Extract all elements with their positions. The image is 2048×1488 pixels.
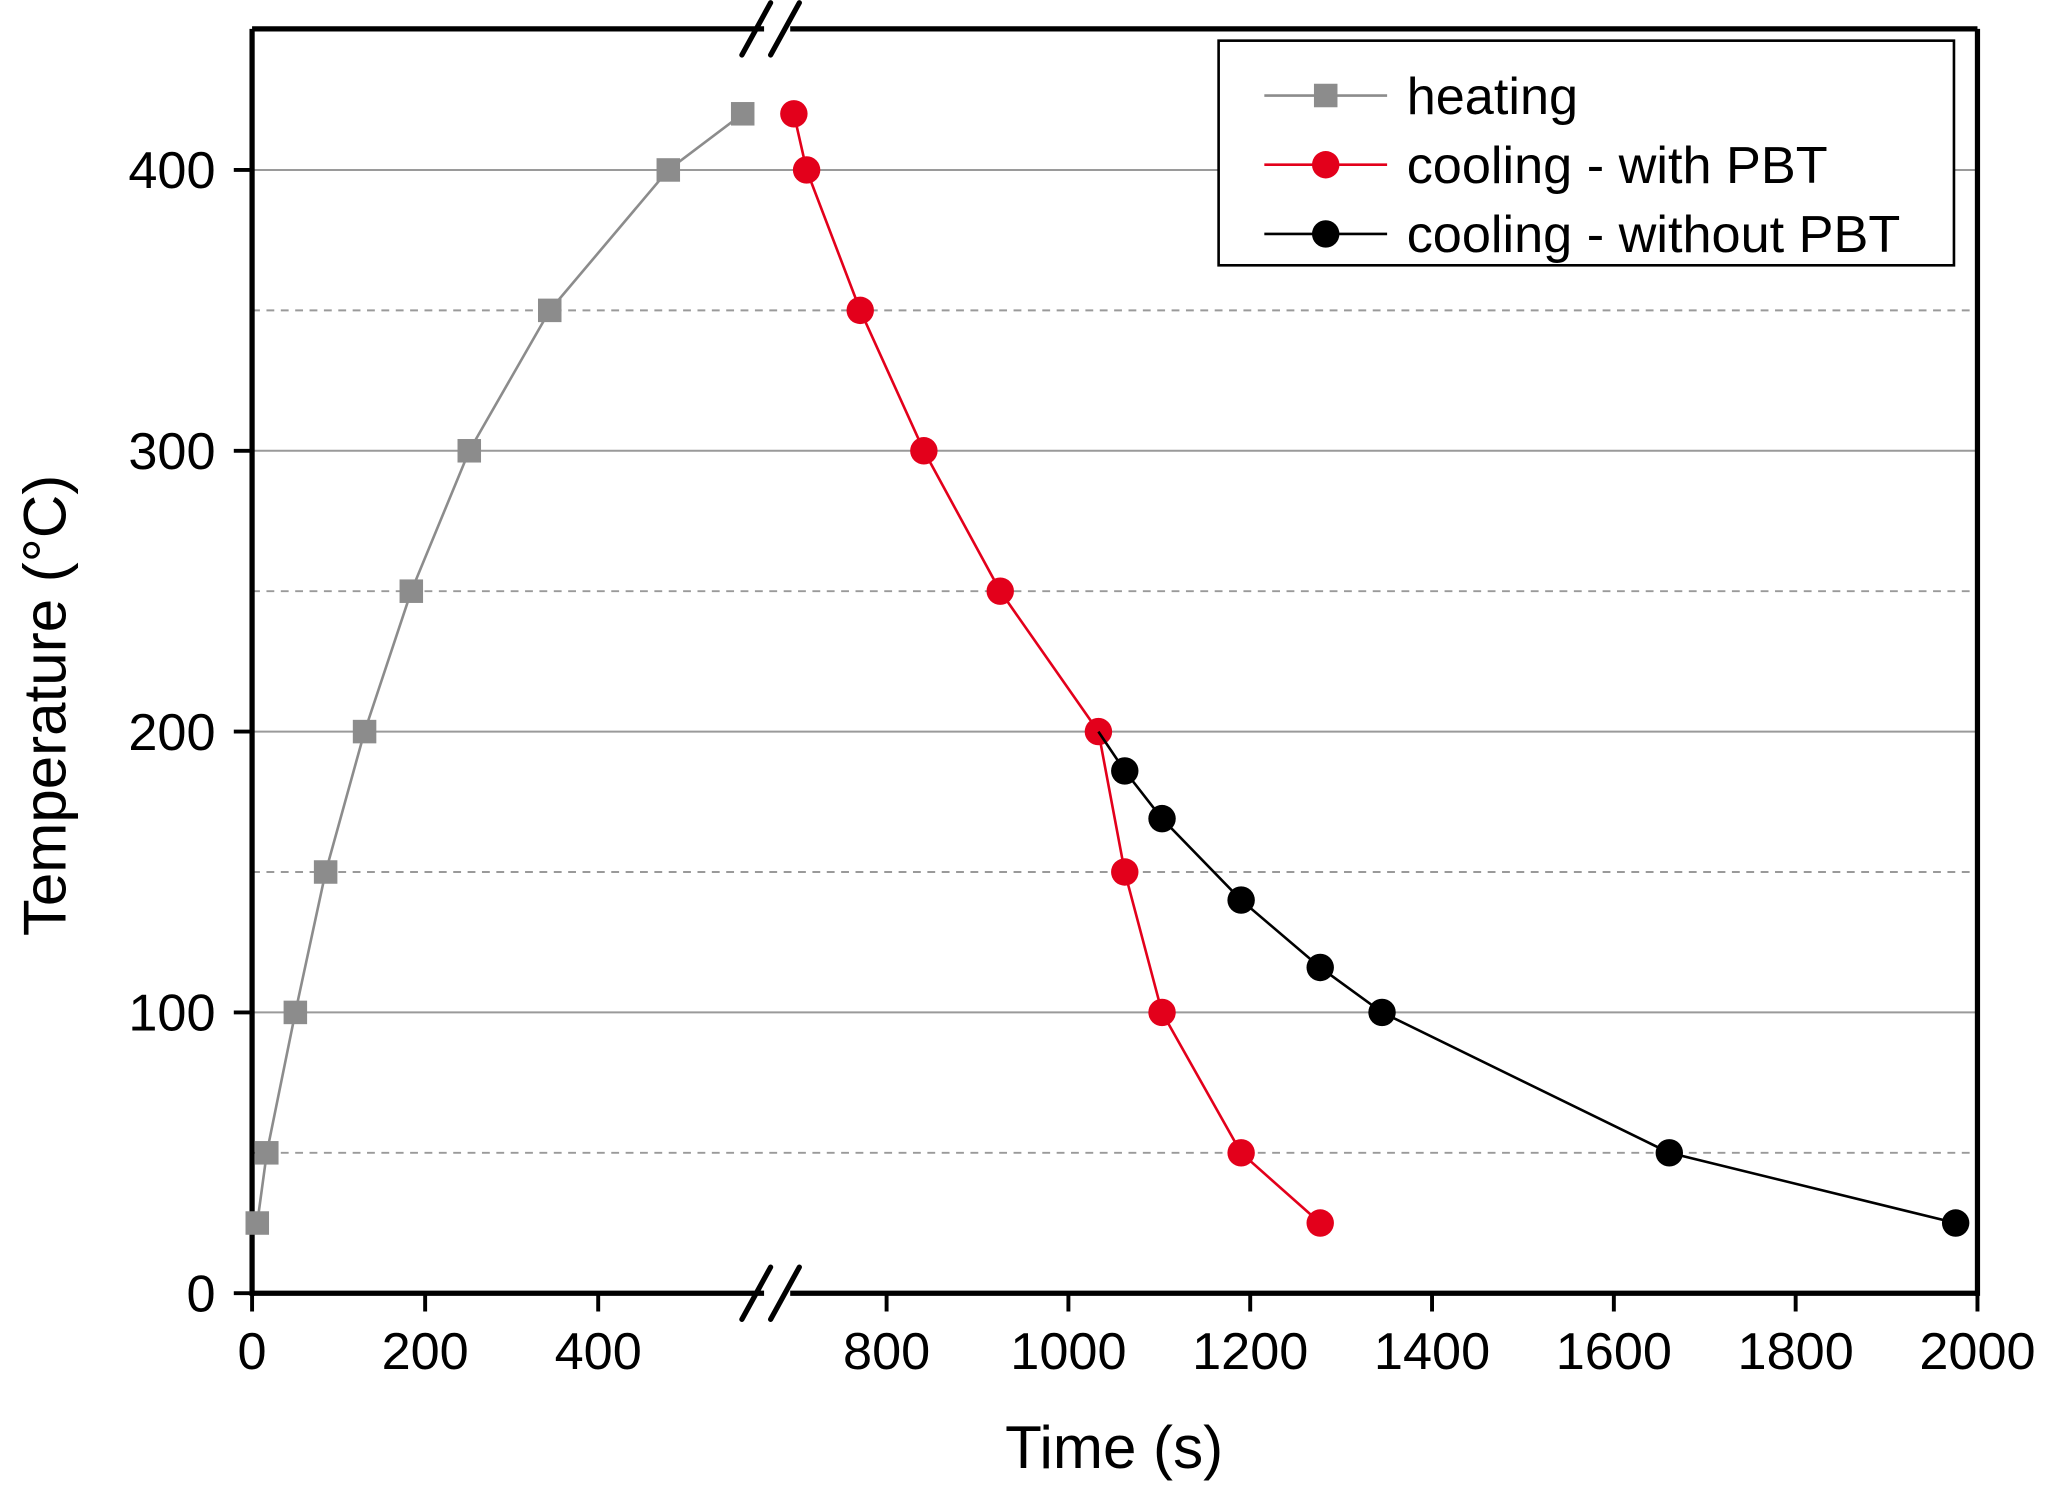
data-point-circle xyxy=(986,577,1014,605)
data-point-square xyxy=(313,860,338,884)
x-axis-title: Time (s) xyxy=(1005,1414,1223,1481)
legend: heating cooling - with PBT cooling - witho… xyxy=(1217,39,1956,267)
gridlines xyxy=(252,168,1978,1154)
data-point-circle xyxy=(1306,1209,1334,1237)
series-line xyxy=(792,113,1322,1224)
data-point-square xyxy=(730,102,755,126)
data-point-circle xyxy=(1227,1139,1255,1167)
legend-label: cooling - without PBT xyxy=(1407,206,1901,264)
y-tick-label: 400 xyxy=(128,142,215,200)
y-tick-label: 300 xyxy=(128,423,215,481)
axis-break-mark xyxy=(739,0,774,58)
data-point-square xyxy=(283,1000,308,1025)
data-point-circle xyxy=(1312,220,1340,248)
y-tick-label: 100 xyxy=(128,985,215,1043)
data-point-circle xyxy=(1111,858,1139,886)
y-tick-label: 0 xyxy=(186,1266,215,1324)
data-point-circle xyxy=(910,437,938,465)
data-point-circle xyxy=(792,156,821,184)
legend-label: cooling - with PBT xyxy=(1407,137,1828,195)
legend-box xyxy=(1217,39,1956,267)
series-line xyxy=(1097,730,1956,1225)
data-point-square xyxy=(255,1141,279,1165)
ticks: 0 200 400 800 1000 1200 1400 1600 1800 2000 0 100 20… xyxy=(128,142,2035,1381)
data-point-square xyxy=(1313,83,1338,108)
data-point-circle xyxy=(1941,1209,1970,1237)
x-tick-label: 1400 xyxy=(1374,1323,1490,1381)
data-point-circle xyxy=(846,296,874,325)
data-point-circle xyxy=(780,100,808,128)
x-tick-label: 1600 xyxy=(1556,1323,1672,1381)
data-point-circle xyxy=(1148,804,1176,833)
axes xyxy=(249,0,1981,1322)
data-point-square xyxy=(537,298,562,323)
data-point-square xyxy=(399,579,424,603)
data-point-square xyxy=(352,719,377,744)
data-point-circle xyxy=(1368,998,1396,1027)
axis-break-mark xyxy=(739,1264,774,1322)
x-tick-label: 1800 xyxy=(1738,1323,1854,1381)
axis-break-mark xyxy=(768,0,802,58)
data-point-circle xyxy=(1655,1139,1684,1167)
data-point-square xyxy=(656,158,681,182)
legend-label: heating xyxy=(1407,68,1578,126)
y-axis-title: Temperature (°C) xyxy=(11,475,78,936)
x-tick-label: 0 xyxy=(238,1323,267,1381)
series-line xyxy=(255,112,744,1224)
data-point-circle xyxy=(1312,151,1340,179)
data-point-square xyxy=(245,1211,270,1235)
data-point-circle xyxy=(1227,886,1255,914)
data-point-circle xyxy=(1111,757,1139,785)
x-tick-label: 1000 xyxy=(1010,1323,1126,1381)
x-tick-label: 2000 xyxy=(1919,1323,2035,1381)
x-tick-label: 400 xyxy=(555,1323,642,1381)
x-tick-label: 200 xyxy=(382,1323,469,1381)
x-tick-label: 800 xyxy=(843,1323,930,1381)
data-point-square xyxy=(457,439,482,463)
axis-break-mark xyxy=(768,1264,802,1322)
x-tick-label: 1200 xyxy=(1192,1323,1308,1381)
data-point-circle xyxy=(1148,998,1176,1027)
data-point-circle xyxy=(1084,717,1113,746)
data-point-circle xyxy=(1306,953,1334,982)
y-tick-label: 200 xyxy=(128,704,215,762)
series xyxy=(245,100,1970,1237)
